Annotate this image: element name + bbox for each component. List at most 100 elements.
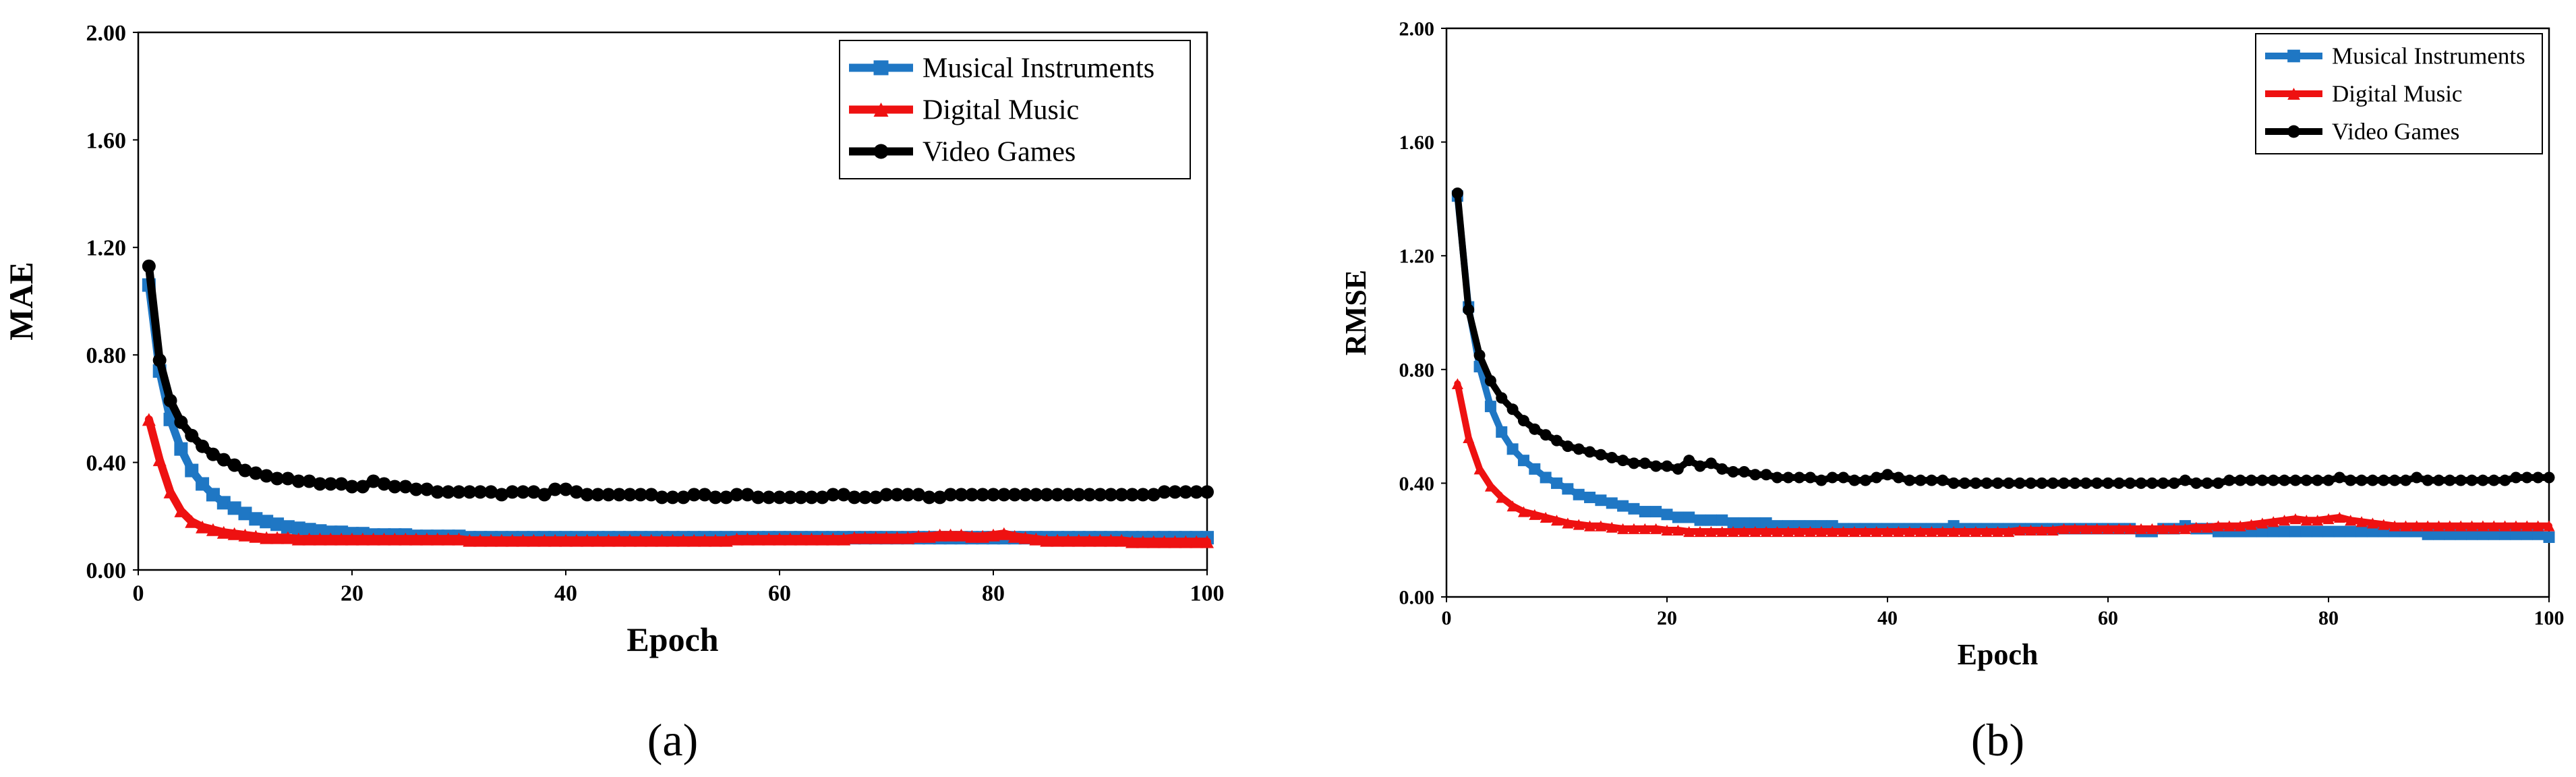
data-point (2345, 515, 2357, 526)
data-point (2102, 523, 2114, 534)
legend-swatch-marker (873, 103, 889, 117)
data-point (1040, 488, 1054, 502)
data-point (1517, 415, 1529, 427)
data-point (1904, 474, 1916, 486)
data-point (2300, 474, 2312, 486)
data-point (2246, 474, 2258, 486)
data-point (2466, 474, 2478, 486)
data-point (1029, 488, 1043, 502)
data-point (912, 488, 926, 502)
data-point (976, 488, 990, 502)
data-point (1562, 517, 1574, 529)
data-point (1871, 471, 1883, 484)
data-point (1617, 523, 1629, 534)
data-point (1115, 534, 1129, 547)
data-point (1463, 304, 1475, 316)
data-point (1738, 517, 1750, 529)
data-point (730, 488, 744, 502)
data-point (1628, 457, 1640, 469)
data-point (1970, 477, 1982, 489)
panel-label: (a) (647, 714, 698, 766)
data-point (537, 488, 552, 502)
data-point (1948, 525, 1960, 538)
data-point (2366, 525, 2378, 538)
data-point (976, 529, 990, 543)
data-point (2543, 531, 2555, 543)
data-point (2312, 525, 2324, 538)
data-point (1661, 524, 1673, 536)
data-point (2102, 477, 2114, 489)
data-point (2477, 528, 2489, 540)
data-point (409, 482, 423, 496)
data-point (633, 488, 647, 502)
data-point (2444, 528, 2456, 540)
data-point (1639, 506, 1651, 518)
data-point (548, 534, 562, 547)
data-point (1683, 455, 1695, 467)
data-point (1859, 525, 1871, 538)
data-point (2444, 520, 2456, 531)
data-point (2014, 524, 2026, 536)
data-point (2091, 477, 2103, 489)
data-point (1672, 511, 1684, 523)
data-point (569, 485, 583, 499)
y-tick-label: 1.20 (1399, 246, 1435, 268)
data-point (804, 532, 819, 546)
data-point (2477, 520, 2489, 531)
data-point (2168, 477, 2180, 489)
data-point (2455, 520, 2467, 531)
data-point (366, 532, 380, 546)
data-point (196, 439, 210, 453)
data-point (238, 463, 252, 478)
data-point (2366, 474, 2378, 486)
data-point (452, 532, 466, 546)
data-point (2157, 477, 2169, 489)
data-point (1661, 460, 1673, 472)
data-point (1992, 477, 2003, 489)
data-point (494, 534, 508, 547)
data-point (2399, 474, 2411, 486)
series-digital-music (142, 413, 1214, 548)
data-point (2532, 528, 2544, 540)
data-point (773, 532, 786, 546)
data-point (591, 534, 605, 547)
data-point (1650, 460, 1662, 472)
data-point (569, 534, 583, 547)
plot-area-frame (137, 31, 1208, 571)
data-point (730, 532, 744, 546)
data-point (1093, 488, 1107, 502)
data-point (2532, 471, 2544, 484)
data-point (783, 490, 797, 505)
data-point (302, 523, 316, 537)
data-point (2267, 525, 2279, 538)
data-point (815, 490, 829, 505)
data-point (2399, 520, 2411, 531)
data-point (2036, 477, 2048, 489)
data-point (612, 488, 626, 502)
data-point (270, 471, 285, 486)
data-point (1716, 525, 1728, 538)
data-point (313, 532, 327, 546)
data-point (196, 520, 210, 534)
data-point (1606, 451, 1618, 463)
data-point (1496, 492, 1508, 503)
data-point (227, 458, 241, 472)
data-point (345, 480, 359, 494)
data-point (987, 488, 1000, 502)
data-point (1136, 535, 1150, 548)
data-point (1179, 535, 1193, 548)
data-point (1584, 446, 1596, 458)
data-point (2333, 525, 2345, 538)
data-point (1672, 463, 1684, 475)
data-point (655, 490, 669, 505)
data-point (676, 534, 691, 547)
data-point (1705, 514, 1717, 526)
data-point (2499, 474, 2511, 486)
x-tick-label: 20 (341, 581, 363, 606)
data-point (2289, 525, 2302, 538)
data-point (2279, 474, 2291, 486)
data-point (890, 531, 904, 544)
data-point (1061, 488, 1075, 502)
x-tick-label: 80 (982, 581, 1005, 606)
series-line-video-games (144, 262, 1211, 502)
